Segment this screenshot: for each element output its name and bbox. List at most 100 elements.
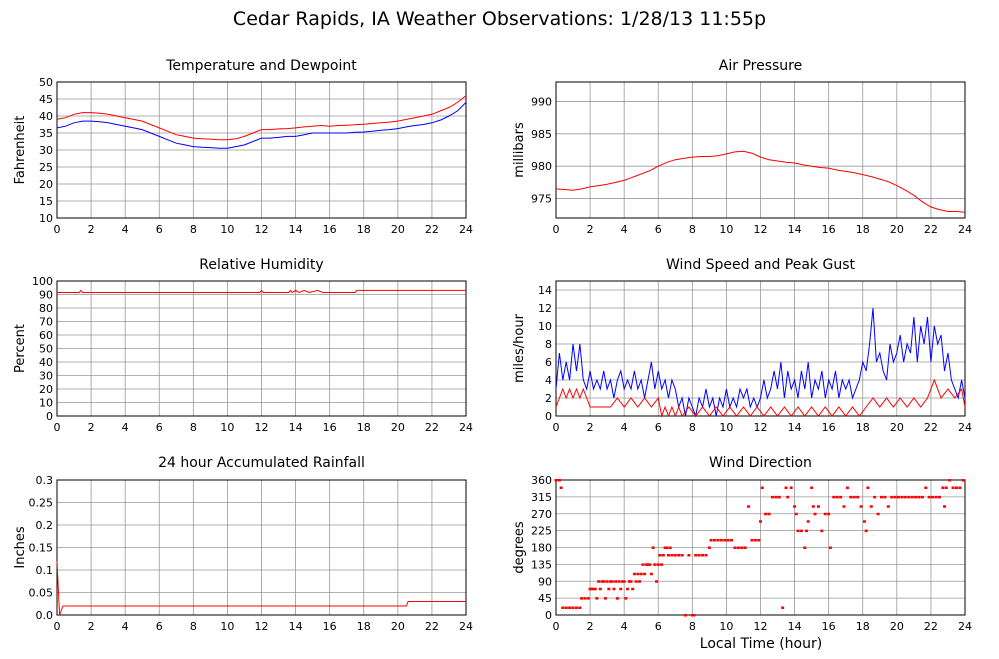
data-point — [753, 539, 757, 542]
data-point — [597, 580, 601, 583]
data-point — [786, 495, 790, 499]
data-point — [643, 572, 647, 576]
x-tick-label: 2 — [88, 620, 95, 633]
data-point — [580, 597, 584, 600]
data-point — [827, 512, 831, 516]
x-tick-label: 16 — [323, 620, 337, 633]
series-line-blue — [56, 102, 467, 149]
data-point — [941, 486, 945, 489]
x-tick-label: 22 — [425, 223, 439, 236]
x-tick-label: 10 — [220, 620, 234, 633]
data-point — [816, 505, 820, 508]
x-tick-label: 12 — [754, 620, 768, 633]
series-line-red — [56, 95, 467, 141]
series-line-blue — [555, 307, 966, 418]
data-point — [634, 580, 638, 583]
data-point — [571, 606, 575, 609]
x-tick-label: 4 — [621, 421, 628, 434]
x-tick-label: 12 — [754, 421, 768, 434]
data-point — [879, 495, 883, 499]
data-point — [839, 495, 843, 499]
data-point — [561, 606, 565, 609]
y-tick-label: 990 — [531, 95, 552, 108]
y-tick-label: 975 — [531, 193, 552, 206]
x-tick-label: 6 — [156, 620, 163, 633]
data-point — [701, 554, 705, 557]
data-point — [900, 495, 904, 499]
data-point — [757, 539, 761, 542]
y-tick-label: 0 — [545, 410, 552, 423]
data-point — [622, 580, 626, 583]
data-point — [924, 486, 928, 489]
y-tick-label: 180 — [531, 542, 552, 555]
x-tick-label: 14 — [788, 620, 802, 633]
series-line-red — [555, 150, 966, 213]
data-point — [554, 479, 558, 482]
data-point — [610, 580, 614, 583]
data-point — [574, 606, 578, 609]
data-point — [907, 495, 911, 499]
x-tick-label: 16 — [822, 620, 836, 633]
y-tick-label: 980 — [531, 160, 552, 173]
y-axis-label: degrees — [512, 521, 527, 574]
series-line-red — [555, 378, 966, 418]
y-tick-label: 40 — [39, 110, 53, 123]
x-tick-label: 0 — [553, 421, 560, 434]
y-tick-label: 315 — [531, 491, 552, 504]
y-tick-label: 10 — [39, 212, 53, 225]
y-tick-label: 20 — [39, 383, 53, 396]
data-point — [849, 495, 853, 499]
data-point — [648, 563, 652, 566]
data-point — [629, 580, 633, 583]
data-point — [658, 554, 662, 557]
y-tick-label: 0 — [46, 410, 53, 423]
x-tick-label: 6 — [156, 421, 163, 434]
y-tick-label: 35 — [39, 127, 53, 140]
data-point — [917, 495, 921, 499]
y-tick-label: 0.0 — [36, 609, 54, 622]
x-tick-label: 10 — [719, 620, 733, 633]
series-line-red — [57, 289, 466, 294]
y-tick-label: 60 — [39, 329, 53, 342]
data-point — [607, 587, 611, 591]
x-tick-label: 12 — [255, 421, 269, 434]
data-point — [723, 539, 727, 542]
plot-frame — [56, 479, 467, 616]
y-tick-label: 10 — [538, 320, 552, 333]
data-point — [626, 587, 630, 591]
y-tick-label: 985 — [531, 128, 552, 141]
data-point — [666, 554, 670, 557]
y-tick-label: 0.05 — [29, 587, 54, 600]
x-tick-label: 16 — [323, 223, 337, 236]
data-point — [690, 614, 694, 617]
data-point — [823, 512, 827, 516]
x-tick-label: 16 — [323, 421, 337, 434]
data-point — [931, 495, 935, 499]
data-point — [811, 505, 815, 508]
data-point — [687, 554, 691, 557]
data-point — [948, 479, 952, 482]
x-tick-label: 14 — [289, 620, 303, 633]
y-tick-label: 0.3 — [36, 474, 54, 487]
data-point — [864, 529, 868, 533]
data-point — [593, 587, 597, 591]
data-point — [590, 587, 594, 591]
data-point — [733, 546, 737, 549]
data-point — [774, 495, 778, 499]
data-point — [636, 572, 640, 576]
data-point — [559, 486, 563, 489]
y-tick-label: 135 — [531, 558, 552, 571]
data-point — [632, 572, 636, 576]
data-point — [680, 554, 684, 557]
data-point — [697, 554, 701, 557]
x-tick-label: 12 — [754, 223, 768, 236]
y-tick-label: 10 — [39, 397, 53, 410]
data-point — [673, 554, 677, 557]
x-tick-label: 10 — [220, 223, 234, 236]
x-tick-label: 16 — [822, 223, 836, 236]
x-tick-label: 20 — [890, 223, 904, 236]
x-tick-label: 0 — [54, 620, 61, 633]
y-tick-label: 2 — [545, 392, 552, 405]
data-point — [712, 539, 716, 542]
x-tick-label: 4 — [621, 223, 628, 236]
